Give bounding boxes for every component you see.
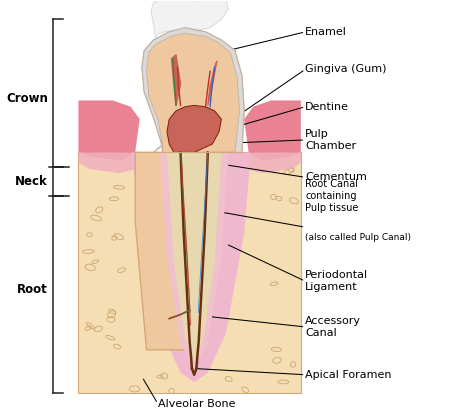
Polygon shape [172,55,181,106]
Text: Neck: Neck [15,175,48,188]
Polygon shape [160,152,228,369]
Text: Root Canal
containing
Pulp tissue: Root Canal containing Pulp tissue [305,179,359,213]
Polygon shape [167,106,221,152]
Text: Gingiva (Gum): Gingiva (Gum) [305,64,387,74]
Polygon shape [78,152,301,394]
Text: Dentine: Dentine [305,102,349,112]
Text: Pulp
Chamber: Pulp Chamber [305,129,356,151]
Polygon shape [208,61,217,106]
Text: Enamel: Enamel [305,27,347,37]
Text: Root: Root [17,283,48,296]
Polygon shape [167,152,221,362]
Text: Accessory
Canal: Accessory Canal [305,316,361,338]
Text: (also called Pulp Canal): (also called Pulp Canal) [305,234,411,242]
Polygon shape [151,0,228,38]
Text: Cementum: Cementum [305,172,367,182]
Polygon shape [244,100,301,161]
Polygon shape [78,152,137,173]
Text: Crown: Crown [6,92,48,105]
Polygon shape [135,28,244,350]
Polygon shape [131,152,251,382]
Polygon shape [135,28,244,152]
Polygon shape [78,100,140,161]
Text: Alveolar Bone: Alveolar Bone [158,399,236,409]
Text: Apical Foramen: Apical Foramen [305,370,392,380]
Text: Periodontal
Ligament: Periodontal Ligament [305,271,368,292]
Polygon shape [244,152,301,173]
